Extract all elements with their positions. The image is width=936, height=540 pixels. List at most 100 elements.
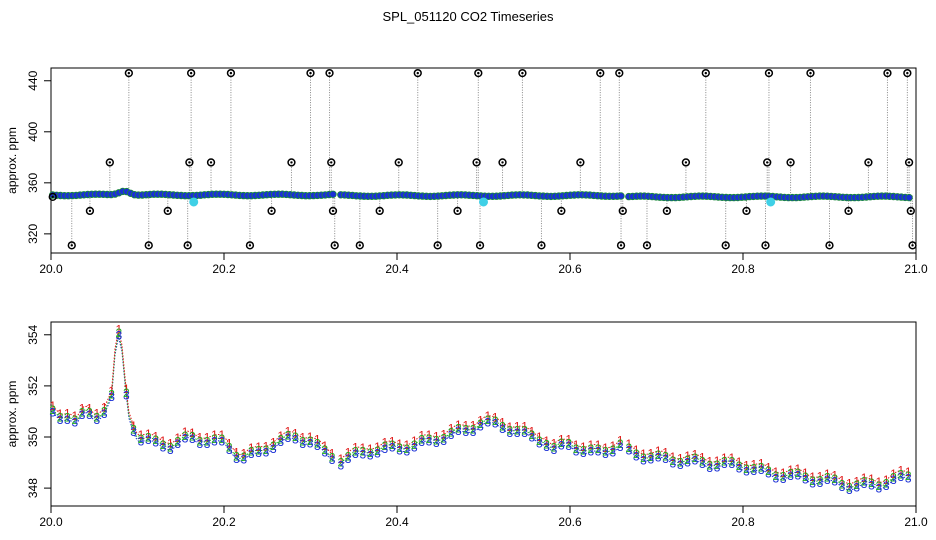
series-3-symbol: 3 bbox=[648, 453, 655, 467]
series-2-symbol: 2 bbox=[57, 411, 64, 425]
series-2-symbol: 2 bbox=[839, 477, 846, 491]
series-1-symbol: 1 bbox=[448, 422, 455, 436]
series-2-symbol: 2 bbox=[499, 420, 506, 434]
series-2-symbol: 2 bbox=[455, 422, 462, 436]
series-2-symbol: 2 bbox=[138, 432, 145, 446]
series-3-symbol: 3 bbox=[817, 476, 824, 490]
series-2-symbol: 2 bbox=[130, 423, 137, 437]
series-1-symbol: 1 bbox=[521, 420, 528, 434]
series-3-symbol: 3 bbox=[529, 431, 536, 445]
series-2-symbol: 2 bbox=[699, 454, 706, 468]
series-1-symbol: 1 bbox=[411, 434, 418, 448]
series-2-symbol: 2 bbox=[108, 388, 115, 402]
series-2-symbol: 2 bbox=[706, 459, 713, 473]
spike-point-center bbox=[724, 244, 727, 247]
series-2-symbol: 2 bbox=[418, 433, 425, 447]
series-2-symbol: 2 bbox=[521, 424, 528, 438]
series-1-symbol: 1 bbox=[396, 437, 403, 451]
series-1-symbol: 1 bbox=[321, 439, 328, 453]
series-2-symbol: 2 bbox=[71, 413, 78, 427]
series-3-symbol: 3 bbox=[86, 408, 93, 422]
spike-point bbox=[330, 241, 339, 250]
spike-point bbox=[761, 241, 770, 250]
spike-point-center bbox=[51, 195, 54, 199]
spike-point bbox=[864, 158, 873, 167]
series-3-symbol: 3 bbox=[609, 446, 616, 460]
series-1-line bbox=[340, 415, 622, 460]
series-3-symbol: 3 bbox=[565, 439, 572, 453]
series-2-symbol: 2 bbox=[875, 479, 882, 493]
series-3-symbol: 3 bbox=[477, 420, 484, 434]
series-2-symbol: 2 bbox=[470, 422, 477, 436]
top-plot-frame bbox=[50, 67, 917, 254]
series-3-symbol: 3 bbox=[824, 473, 831, 487]
bottom-panel: 20.0 20.2 20.4 20.6 20.8 21.0 348 350 352 354 appr… bbox=[5, 321, 928, 529]
series-1-symbol: 1 bbox=[706, 455, 713, 469]
series-3-symbol: 3 bbox=[684, 455, 691, 469]
series-2-symbol: 2 bbox=[677, 456, 684, 470]
series-2-symbol: 2 bbox=[692, 451, 699, 465]
series-1-symbol: 1 bbox=[218, 428, 225, 442]
series-1-symbol: 1 bbox=[758, 457, 765, 471]
series-2-symbol: 2 bbox=[507, 424, 514, 438]
series-3-symbol: 3 bbox=[617, 440, 624, 454]
spike-point-center bbox=[560, 209, 563, 213]
series-2-symbol: 2 bbox=[182, 429, 189, 443]
series-2-symbol: 2 bbox=[617, 437, 624, 451]
series-1-symbol: 1 bbox=[853, 474, 860, 488]
series-1-symbol: 1 bbox=[551, 437, 558, 451]
spike-point bbox=[183, 241, 192, 250]
series-1-symbol: 1 bbox=[86, 402, 93, 416]
top-x-tick-label: 20.4 bbox=[385, 262, 409, 276]
series-2-symbol: 2 bbox=[152, 433, 159, 447]
series-3-symbol: 3 bbox=[189, 432, 196, 446]
series-2-symbol: 2 bbox=[174, 435, 181, 449]
spike-point bbox=[721, 241, 730, 250]
spike-point bbox=[742, 206, 751, 216]
series-1-symbol: 1 bbox=[795, 462, 802, 476]
spike-point bbox=[105, 158, 114, 167]
series-2-symbol: 2 bbox=[573, 442, 580, 456]
series-2-symbol: 2 bbox=[543, 438, 550, 452]
series-3-symbol: 3 bbox=[396, 444, 403, 458]
spike-point bbox=[48, 192, 57, 202]
spike-point-center bbox=[416, 71, 419, 75]
spike-point-center bbox=[501, 161, 504, 164]
series-3-symbol: 3 bbox=[765, 467, 772, 481]
series-1-symbol: 1 bbox=[263, 439, 270, 453]
series-1-symbol: 1 bbox=[374, 440, 381, 454]
series-2-symbol: 2 bbox=[905, 469, 912, 483]
spike-point bbox=[375, 206, 384, 216]
spike-point-center bbox=[828, 244, 831, 247]
series-2-symbol: 2 bbox=[411, 438, 418, 452]
series-3-symbol: 3 bbox=[307, 437, 314, 451]
series-1-symbol: 1 bbox=[846, 476, 853, 490]
top-panel: 20.0 20.2 20.4 20.6 20.8 21.0 320 360 400 440 appr… bbox=[5, 67, 928, 276]
series-3-symbol: 3 bbox=[736, 461, 743, 475]
series-1-symbol: 1 bbox=[440, 428, 447, 442]
series-3-symbol: 3 bbox=[382, 442, 389, 456]
series-3-symbol: 3 bbox=[226, 443, 233, 457]
series-1-symbol: 1 bbox=[536, 430, 543, 444]
spike-point-center bbox=[767, 71, 771, 75]
series-3-symbol: 3 bbox=[389, 441, 396, 455]
calibration-point bbox=[766, 197, 776, 207]
series-3-symbol: 3 bbox=[595, 445, 602, 459]
series-3-symbol: 3 bbox=[795, 468, 802, 482]
series-1-symbol: 1 bbox=[625, 437, 632, 451]
spike-point bbox=[906, 206, 915, 216]
spike-point bbox=[267, 206, 276, 216]
series-3-symbol: 3 bbox=[507, 426, 514, 440]
spike-point-center bbox=[209, 161, 213, 164]
top-x-tick-label: 21.0 bbox=[904, 262, 928, 276]
spike-point-center bbox=[665, 209, 669, 213]
top-x-tick-label: 20.2 bbox=[212, 262, 236, 276]
spike-point bbox=[413, 68, 422, 78]
series-3-symbol: 3 bbox=[633, 449, 640, 463]
series-3-symbol: 3 bbox=[514, 426, 521, 440]
series-3-symbol: 3 bbox=[167, 443, 174, 457]
series-3-symbol: 3 bbox=[49, 406, 56, 420]
series-2-symbol: 2 bbox=[263, 443, 270, 457]
series-3-symbol: 3 bbox=[367, 449, 374, 463]
series-3-symbol: 3 bbox=[846, 483, 853, 497]
